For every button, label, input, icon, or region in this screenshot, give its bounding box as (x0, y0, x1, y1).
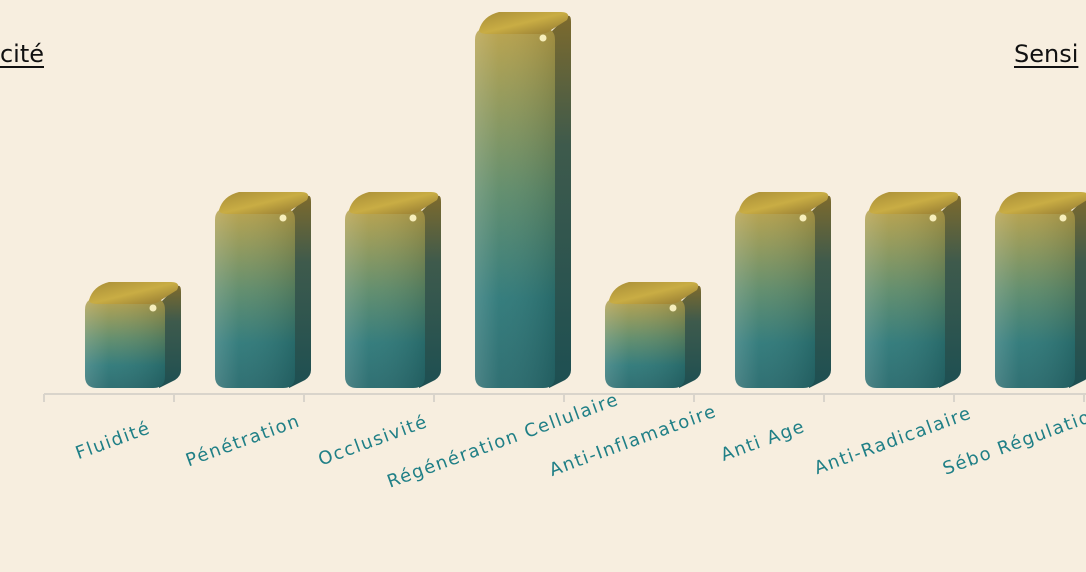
bar (345, 192, 441, 388)
bar (475, 12, 571, 388)
bar (85, 282, 181, 388)
bar (865, 192, 961, 388)
bar (735, 192, 831, 388)
right-edge-label: Sensi (1014, 40, 1079, 68)
x-tick-label: Fluidité (73, 418, 154, 465)
bar (995, 192, 1086, 388)
x-tick-label: Régénération Cellulaire (384, 389, 621, 493)
bar (215, 192, 311, 388)
bar (605, 282, 701, 388)
left-edge-label: cité (0, 40, 44, 68)
x-tick-label: Pénétration (183, 410, 303, 471)
x-tick-label: Anti Age (718, 416, 808, 466)
